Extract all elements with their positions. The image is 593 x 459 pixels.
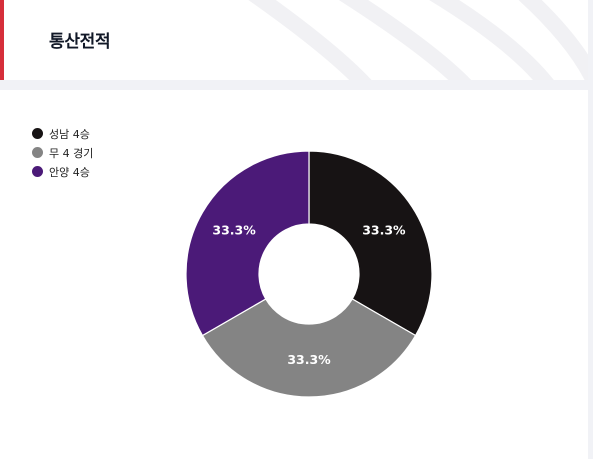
chart-legend: 성남 4승 무 4 경기 안양 4승 xyxy=(32,124,93,181)
legend-label: 성남 4승 xyxy=(49,127,90,141)
legend-swatch xyxy=(32,128,43,139)
legend-item-anyang[interactable]: 안양 4승 xyxy=(32,162,93,181)
legend-label: 안양 4승 xyxy=(49,165,90,179)
section-title: 통산전적 xyxy=(49,32,111,52)
section-header: 통산전적 xyxy=(0,0,588,80)
slice-seongnam[interactable] xyxy=(308,150,433,337)
slice-percent-label: 33.3% xyxy=(287,352,331,367)
slice-percent-label: 33.3% xyxy=(362,222,406,237)
legend-label: 무 4 경기 xyxy=(49,146,94,160)
slice-percent-label: 33.3% xyxy=(212,222,256,237)
slice-anyang[interactable] xyxy=(185,150,310,337)
slice-draw[interactable] xyxy=(201,298,417,398)
legend-item-draw[interactable]: 무 4 경기 xyxy=(32,143,93,162)
header-decoration xyxy=(248,0,588,80)
header-accent-bar xyxy=(0,0,4,80)
legend-swatch xyxy=(32,147,43,158)
legend-swatch xyxy=(32,166,43,177)
legend-item-seongnam[interactable]: 성남 4승 xyxy=(32,124,93,143)
